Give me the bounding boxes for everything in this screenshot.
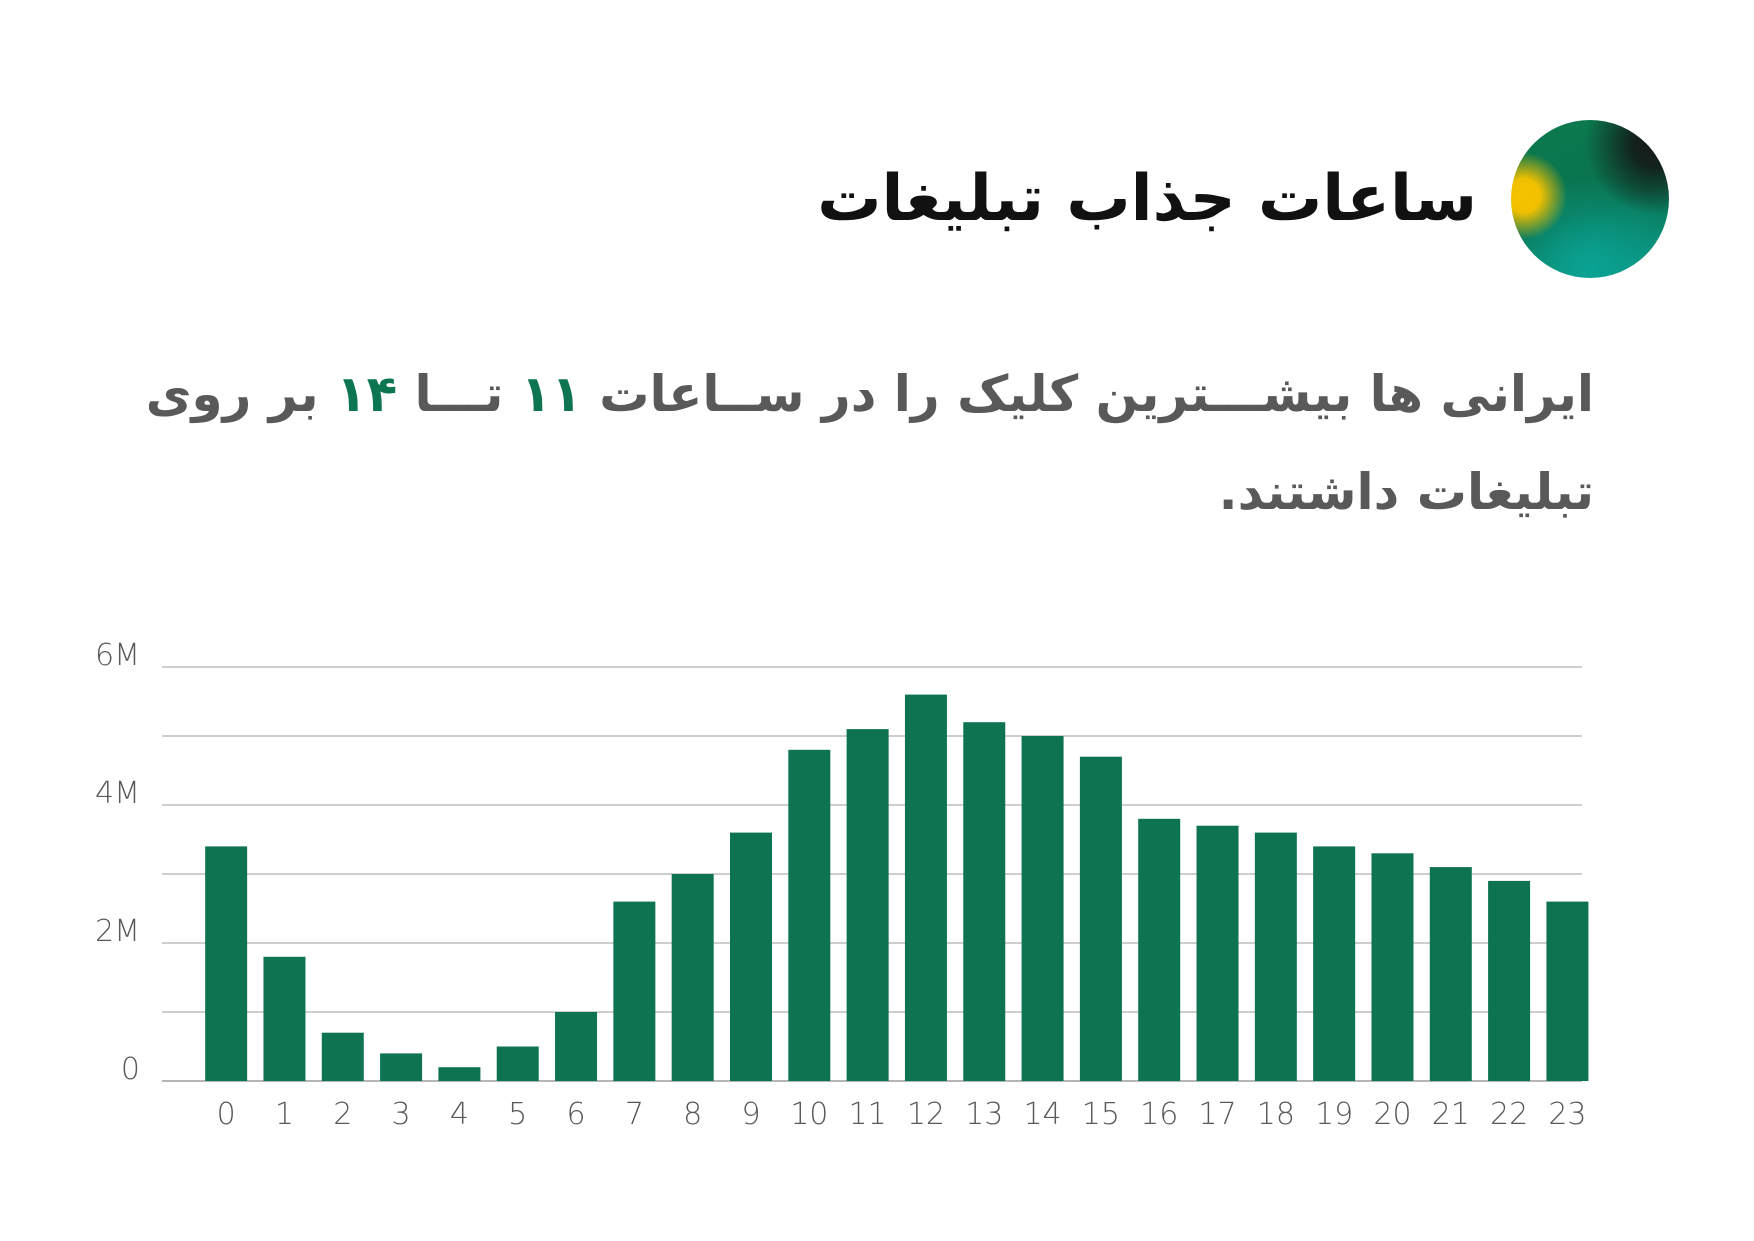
x-tick-label: 12 [907,1097,945,1132]
subtitle-text-3: بر روی تبلیغات داشتند. [145,365,1594,521]
bar [1371,853,1414,1081]
x-tick-label: 15 [1082,1097,1120,1132]
bar [846,729,889,1081]
bar [904,694,947,1081]
x-tick-label: 5 [508,1097,527,1132]
x-tick-label: 13 [965,1097,1003,1132]
x-tick-label: 4 [450,1097,469,1132]
x-tick-label: 0 [217,1097,236,1132]
x-tick-label: 18 [1257,1097,1295,1132]
bar [1488,880,1531,1081]
x-tick-label: 21 [1432,1097,1470,1132]
subtitle-text-2: تـــا [397,365,521,423]
bar [788,749,831,1081]
bar [729,832,772,1081]
y-tick-label: 0 [121,1052,140,1087]
x-tick-label: 3 [392,1097,411,1132]
y-tick-label: 6M [95,638,140,673]
bar [613,901,656,1081]
bar [496,1046,539,1081]
bar [1196,825,1239,1081]
x-tick-label: 9 [741,1097,760,1132]
bar [205,846,248,1081]
bar [1546,901,1589,1081]
y-tick-label: 2M [95,914,140,949]
x-tick-label: 14 [1023,1097,1061,1132]
chart-subtitle: ایرانی ها بیشـــترین کلیک را در ســاعات … [114,345,1594,541]
x-tick-label: 1 [275,1097,294,1132]
bar [963,722,1006,1081]
x-tick-label: 17 [1198,1097,1236,1132]
bar [1429,867,1472,1081]
x-tick-label: 20 [1373,1097,1411,1132]
bar [380,1053,423,1081]
subtitle-highlight-start-hour: ۱۱ [520,365,582,423]
bar [321,1032,364,1081]
bar [263,956,306,1081]
bar [1254,832,1297,1081]
x-tick-label: 19 [1315,1097,1353,1132]
x-tick-label: 2 [333,1097,352,1132]
x-tick-label: 8 [683,1097,702,1132]
x-tick-label: 10 [790,1097,828,1132]
bar [555,1012,598,1081]
subtitle-highlight-end-hour: ۱۴ [336,365,398,423]
y-tick-label: 4M [95,776,140,811]
gradient-orb-logo-icon [1511,120,1669,278]
bar [1079,756,1122,1081]
bar [438,1067,481,1081]
x-tick-label: 11 [849,1097,887,1132]
header: ساعات جذاب تبلیغات [817,120,1669,278]
x-tick-label: 22 [1490,1097,1528,1132]
x-tick-label: 23 [1548,1097,1586,1132]
page-title: ساعات جذاب تبلیغات [817,162,1477,236]
bar [671,874,714,1081]
x-tick-label: 6 [566,1097,585,1132]
bar [1021,736,1064,1081]
bar [1138,818,1181,1081]
x-tick-label: 16 [1140,1097,1178,1132]
subtitle-text-1: ایرانی ها بیشـــترین کلیک را در ســاعات [581,365,1594,423]
x-tick-label: 7 [625,1097,644,1132]
bar [1313,846,1356,1081]
